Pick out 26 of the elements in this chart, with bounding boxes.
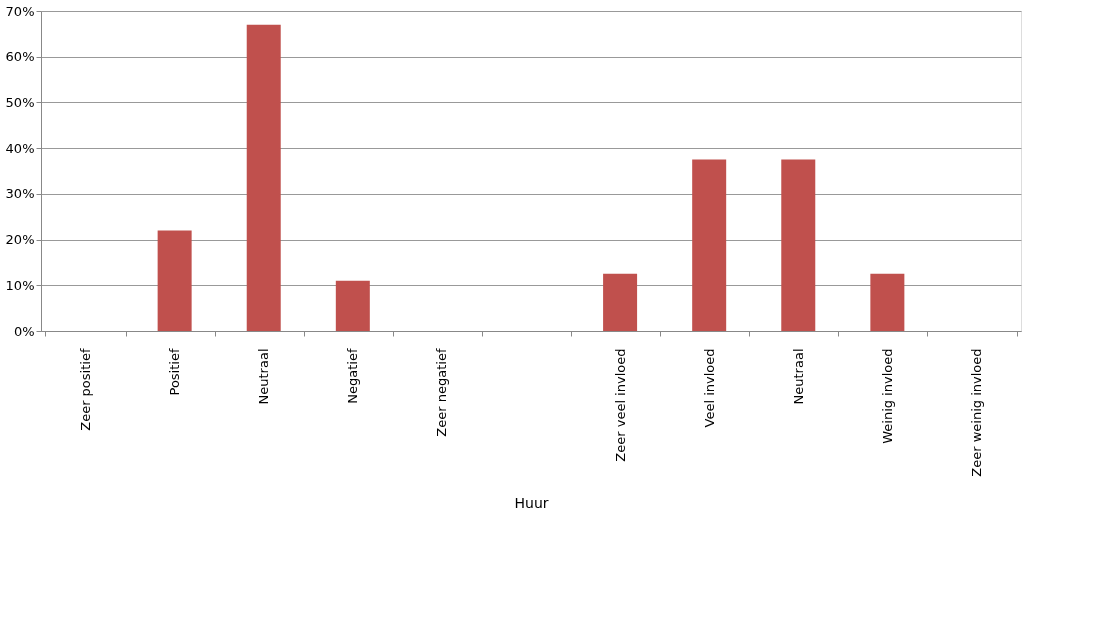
- y-tick-label: 0%: [13, 323, 35, 339]
- x-tick-label: Negatief: [345, 348, 361, 404]
- x-tick-label: Neutraal: [790, 348, 806, 405]
- x-tick-label: Weinig invloed: [879, 348, 895, 444]
- x-tick-label: Zeer positief: [78, 348, 94, 431]
- y-tick-label: 20%: [5, 232, 35, 248]
- bar: [335, 280, 370, 331]
- bar: [603, 273, 638, 331]
- x-tick-label: Neutraal: [256, 348, 272, 405]
- bar: [692, 159, 727, 331]
- y-tick-label: 50%: [5, 94, 35, 110]
- bar: [246, 24, 281, 331]
- y-tick-label: 60%: [5, 49, 35, 65]
- y-tick-label: 10%: [5, 277, 35, 293]
- y-tick-label: 40%: [5, 140, 35, 156]
- x-tick-label: Zeer veel invloed: [612, 348, 628, 462]
- x-tick-label: Zeer weinig invloed: [968, 348, 984, 477]
- y-tick-label: 70%: [5, 3, 35, 19]
- x-tick-label: Positief: [167, 348, 183, 396]
- bar: [157, 230, 192, 331]
- bar: [781, 159, 816, 331]
- bar: [870, 273, 905, 331]
- x-tick-label: Veel invloed: [701, 348, 717, 428]
- x-tick-label: Zeer negatief: [434, 348, 450, 437]
- y-tick-label: 30%: [5, 186, 35, 202]
- x-axis-title: Huur: [514, 494, 549, 511]
